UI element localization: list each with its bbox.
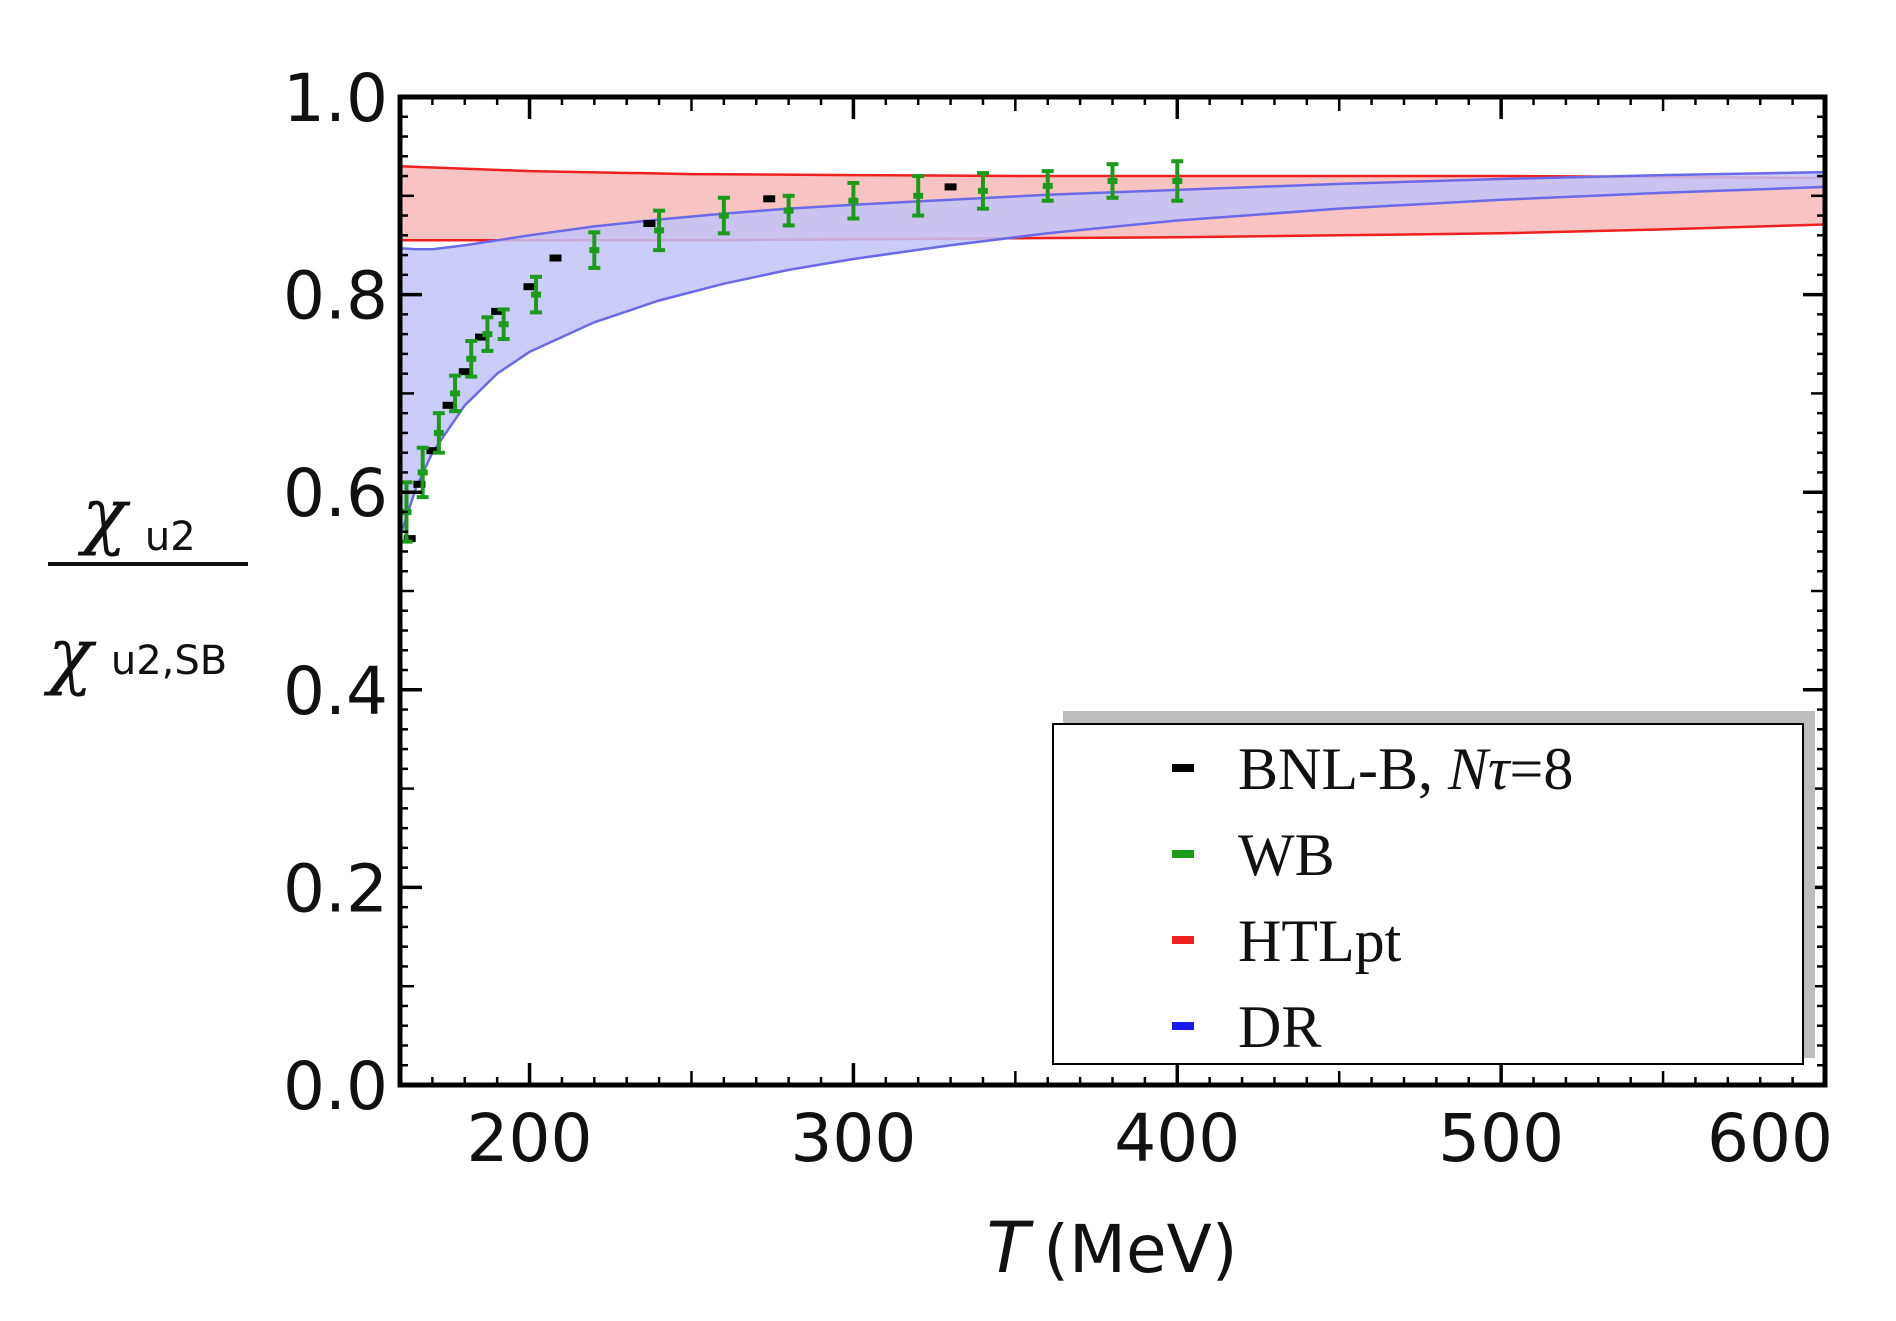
wb-errorbar bbox=[530, 274, 543, 315]
legend-item: HTLpt bbox=[1172, 908, 1402, 974]
legend-swatch bbox=[1172, 1022, 1194, 1030]
wb-errorbar bbox=[847, 180, 860, 221]
wb-errorbar bbox=[465, 339, 478, 379]
bnl-point bbox=[549, 254, 562, 262]
x-tick-label: 400 bbox=[1114, 1100, 1240, 1177]
legend-swatch bbox=[1172, 936, 1194, 944]
x-tick-label: 200 bbox=[467, 1100, 593, 1177]
legend: BNL-B, Nτ=8 WB HTLpt DR bbox=[1052, 711, 1815, 1065]
dr-band-upper bbox=[400, 170, 1825, 251]
wb-errorbar bbox=[497, 307, 510, 342]
y-tick-label: 0.8 bbox=[283, 258, 388, 335]
wb-errorbar bbox=[912, 174, 925, 218]
wb-errorbar bbox=[1171, 159, 1184, 203]
bnl-point bbox=[426, 447, 439, 455]
legend-label: HTLpt bbox=[1238, 908, 1402, 974]
svg-text:χ u2,SB: χ u2,SB bbox=[43, 612, 227, 698]
wb-errorbar bbox=[976, 171, 989, 211]
legend-swatch bbox=[1172, 764, 1194, 772]
wb-errorbar bbox=[449, 373, 462, 414]
bnl-point bbox=[442, 401, 455, 409]
legend-item: BNL-B, Nτ=8 bbox=[1172, 736, 1573, 802]
legend-label: BNL-B, Nτ=8 bbox=[1238, 736, 1573, 802]
bnl-point bbox=[944, 183, 957, 191]
wb-errorbar bbox=[416, 445, 429, 500]
y-axis-title: χ u2 χ u2,SB bbox=[43, 472, 248, 698]
legend-item: WB bbox=[1172, 822, 1335, 888]
bnl-point bbox=[643, 220, 656, 227]
wb-errorbar bbox=[717, 195, 730, 236]
y-tick-label: 0.0 bbox=[283, 1048, 388, 1125]
x-tick-label: 600 bbox=[1707, 1100, 1833, 1177]
y-denominator-subscript: u2,SB bbox=[111, 638, 227, 684]
y-denominator-symbol: χ bbox=[43, 612, 97, 698]
tick-labels-layer: 200 300 400 500 600 0.0 0.2 0.4 0.6 0.8 1.0 bbox=[283, 60, 1833, 1177]
bnl-point bbox=[413, 480, 426, 488]
bnl-point bbox=[475, 333, 487, 341]
wb-errorbar bbox=[782, 193, 795, 228]
legend-items: BNL-B, Nτ=8 WB HTLpt DR bbox=[1172, 736, 1573, 1060]
legend-label: WB bbox=[1238, 822, 1335, 888]
bands-layer bbox=[400, 164, 1825, 538]
bnl-point bbox=[491, 307, 504, 315]
dr-band-lower bbox=[400, 185, 1825, 538]
legend-label: DR bbox=[1238, 994, 1321, 1060]
y-tick-label: 0.2 bbox=[283, 850, 388, 927]
y-tick-label: 1.0 bbox=[283, 60, 388, 137]
bnl-point bbox=[403, 535, 416, 543]
bnl-point bbox=[763, 195, 776, 203]
wb-errorbar bbox=[481, 315, 494, 353]
x-tick-label: 500 bbox=[1438, 1100, 1564, 1177]
wb-errorbar bbox=[432, 411, 445, 455]
x-axis-title: T (MeV) bbox=[987, 1207, 1238, 1289]
y-numerator-symbol: χ bbox=[77, 472, 131, 558]
bnl-point bbox=[523, 283, 536, 291]
wb-errorbar bbox=[1041, 169, 1054, 203]
bnl-point bbox=[458, 368, 471, 376]
y-numerator-subscript: u2 bbox=[145, 514, 196, 560]
svg-text:χ u2: χ u2 bbox=[77, 472, 196, 560]
y-tick-label: 0.4 bbox=[283, 653, 388, 730]
wb-errorbar bbox=[653, 208, 666, 253]
legend-box bbox=[1052, 723, 1804, 1065]
legend-item: DR bbox=[1172, 994, 1321, 1060]
legend-swatch bbox=[1172, 850, 1194, 858]
y-tick-label: 0.6 bbox=[283, 455, 388, 532]
wb-errorbar bbox=[1106, 162, 1119, 200]
wb-errorbar bbox=[588, 230, 601, 270]
dr-band-fill bbox=[400, 172, 1825, 537]
x-axis-unit: (MeV) bbox=[1043, 1211, 1237, 1288]
x-tick-label: 300 bbox=[790, 1100, 916, 1177]
x-axis-symbol: T bbox=[987, 1207, 1035, 1289]
